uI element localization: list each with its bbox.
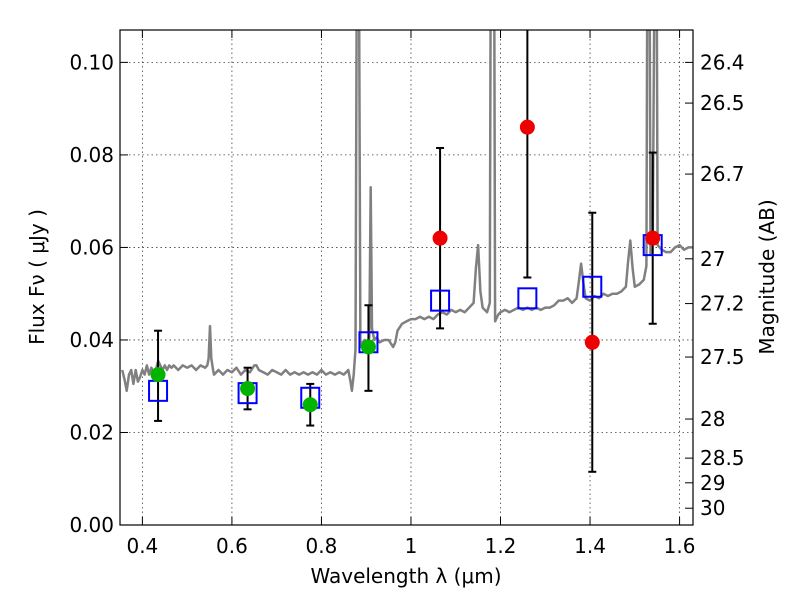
model-photometry-square — [430, 289, 451, 312]
y2-tick-label: 30 — [700, 496, 725, 520]
y2-tick-label: 28 — [700, 407, 725, 431]
y2-tick-label: 27 — [700, 247, 725, 271]
y-tick-label: 0.06 — [69, 235, 114, 259]
grid — [120, 30, 693, 526]
detection-point — [360, 339, 376, 355]
x-tick-label: 1 — [405, 534, 418, 558]
x-tick-label: 1.6 — [664, 534, 696, 558]
nondetection-point — [519, 119, 535, 135]
x-tick-labels: 0.4 0.6 0.8 1 1.2 1.4 1.6 — [126, 534, 695, 558]
y-tick-label: 0.00 — [69, 513, 114, 537]
y-tick-labels: 0.00 0.02 0.04 0.06 0.08 0.10 — [69, 50, 114, 537]
x-tick-label: 1.2 — [485, 534, 517, 558]
axis-ticks — [120, 30, 693, 526]
model-photometry-square — [517, 287, 538, 310]
detection-point — [302, 397, 318, 413]
y-tick-label: 0.10 — [69, 50, 114, 74]
x-tick-label: 1.4 — [574, 534, 606, 558]
y-tick-label: 0.02 — [69, 420, 114, 444]
y2-tick-label: 29 — [700, 471, 725, 495]
y-axis-title: Flux Fν ( μJy ) — [25, 209, 49, 345]
plot-frame — [119, 29, 694, 526]
y2-tick-label: 27.2 — [700, 292, 745, 316]
detection-point — [150, 367, 166, 383]
y2-axis-title: Magnitude (AB) — [755, 199, 779, 354]
nondetection-point — [432, 230, 448, 246]
y2-tick-label: 26.4 — [700, 50, 745, 74]
x-tick-label: 0.8 — [306, 534, 338, 558]
observed-photometry-points — [150, 119, 661, 413]
y2-tick-label: 26.7 — [700, 162, 745, 186]
detection-point — [240, 381, 256, 397]
x-tick-label: 0.4 — [126, 534, 158, 558]
y2-tick-label: 27.5 — [700, 345, 745, 369]
y2-tick-label: 28.5 — [700, 446, 745, 470]
x-tick-label: 0.6 — [216, 534, 248, 558]
plot-area — [120, 30, 693, 473]
x-axis-title: Wavelength λ (μm) — [310, 564, 501, 588]
nondetection-point — [645, 230, 661, 246]
y-tick-label: 0.08 — [69, 143, 114, 167]
y2-tick-label: 26.5 — [700, 91, 745, 115]
model-photometry-square — [582, 275, 603, 298]
y-tick-label: 0.04 — [69, 328, 114, 352]
nondetection-point — [584, 334, 600, 350]
